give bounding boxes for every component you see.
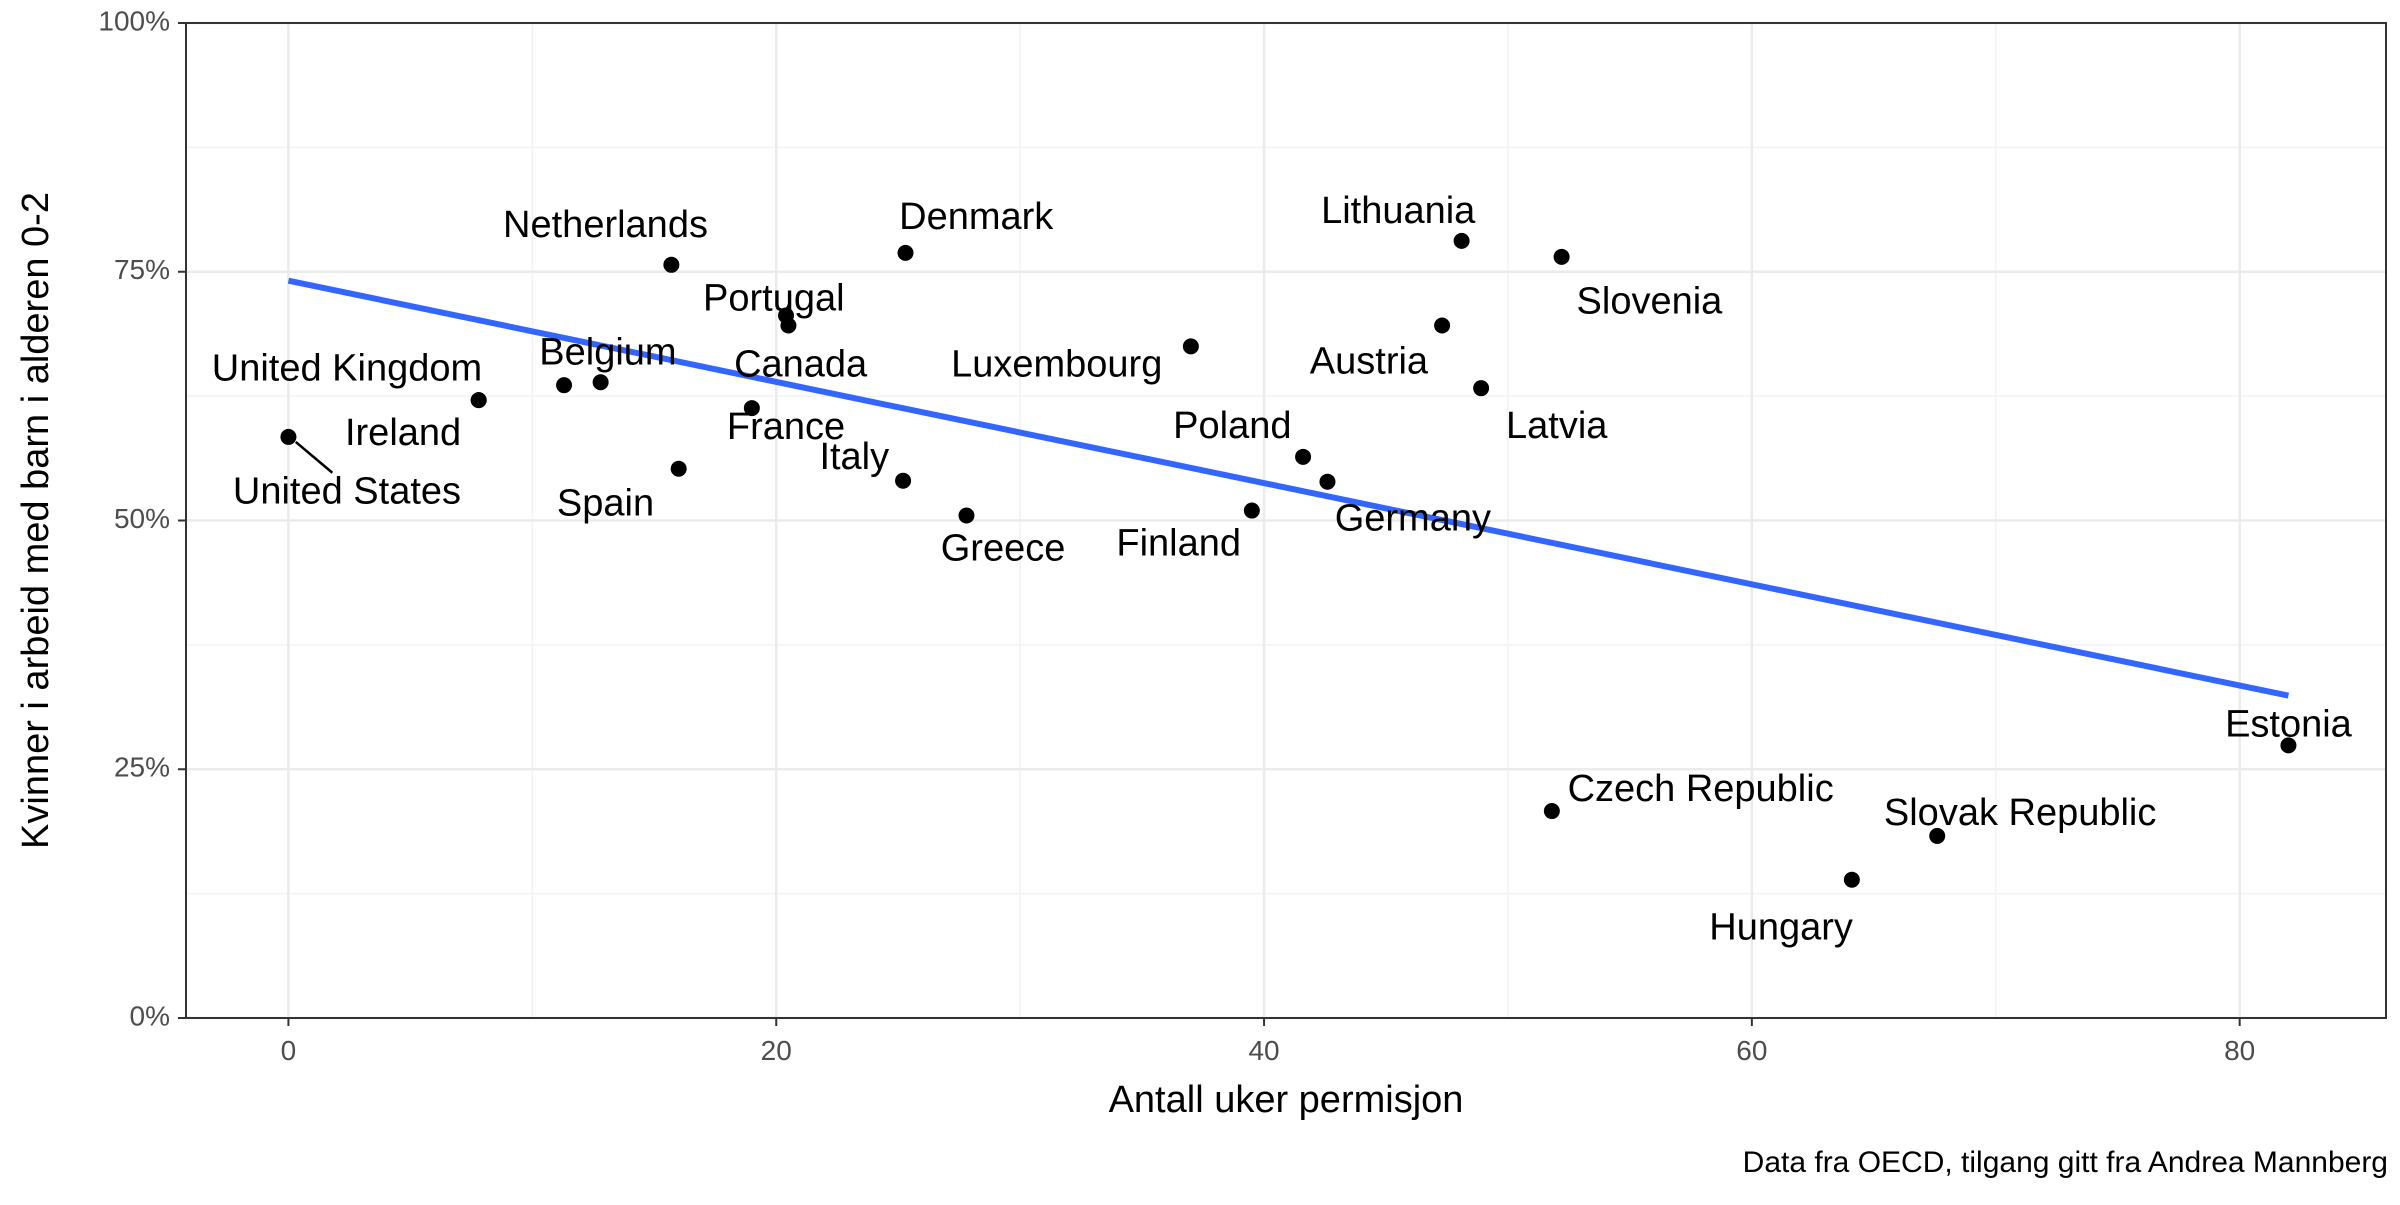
chart-caption: Data fra OECD, tilgang gitt fra Andrea M… <box>1743 1146 2388 1179</box>
data-points <box>280 232 2297 888</box>
point-label: Czech Republic <box>1568 768 1834 810</box>
point-labels: United States Ireland United Kingdom Belgiu… <box>212 190 2353 948</box>
point-label: Latvia <box>1506 405 1608 447</box>
data-point <box>1295 448 1312 465</box>
point-label: Ireland <box>345 412 461 454</box>
point-label: United Kingdom <box>212 347 482 389</box>
data-point <box>280 428 297 445</box>
point-label: Portugal <box>703 278 845 320</box>
trend-line-group <box>287 277 2290 699</box>
y-tick-label: 75% <box>114 254 170 285</box>
x-tick-label: 40 <box>1248 1035 1279 1066</box>
data-point <box>780 317 797 334</box>
data-point <box>897 244 914 261</box>
point-label: Netherlands <box>503 204 708 246</box>
data-point <box>1929 827 1946 844</box>
point-label: Poland <box>1173 405 1291 447</box>
data-point <box>592 374 609 391</box>
point-label: Slovenia <box>1577 281 1724 323</box>
data-point <box>1843 871 1860 888</box>
data-point <box>958 507 975 524</box>
data-point <box>1243 502 1260 519</box>
point-label: France <box>727 406 845 448</box>
point-label: Hungary <box>1709 906 1853 948</box>
point-label: Spain <box>557 483 654 525</box>
data-point <box>1182 338 1199 355</box>
point-label: Finland <box>1116 522 1241 564</box>
point-label: Slovak Republic <box>1884 792 2156 834</box>
y-axis-title: Kvinner i arbeid med barn i alderen 0-2 <box>15 192 57 849</box>
data-point <box>1319 473 1336 490</box>
point-label: Belgium <box>539 331 676 373</box>
data-point <box>2280 737 2297 754</box>
data-point <box>895 472 912 489</box>
data-point <box>670 460 687 477</box>
data-point <box>1434 317 1451 334</box>
point-label: Lithuania <box>1321 190 1476 232</box>
point-label: Canada <box>734 343 868 385</box>
x-axis-ticks: 0 20 40 60 80 <box>281 1018 2255 1066</box>
data-point <box>470 392 487 409</box>
x-tick-label: 0 <box>281 1035 297 1066</box>
label-leader-line <box>294 440 334 474</box>
y-tick-label: 50% <box>114 503 170 534</box>
data-point <box>1553 248 1570 265</box>
point-label: Italy <box>819 436 889 478</box>
regression-line <box>287 277 2290 699</box>
x-axis-title: Antall uker permisjon <box>1109 1079 1464 1121</box>
point-label: United States <box>233 471 461 513</box>
point-label: Estonia <box>2225 703 2353 745</box>
point-label: Greece <box>941 527 1066 569</box>
point-label: Germany <box>1335 498 1491 540</box>
data-point <box>1473 380 1490 397</box>
y-tick-label: 100% <box>98 5 170 36</box>
y-tick-label: 25% <box>114 752 170 783</box>
leader-lines <box>294 440 334 474</box>
x-tick-label: 60 <box>1736 1035 1767 1066</box>
data-point <box>1543 803 1560 820</box>
y-axis-ticks: 0% 25% 50% 75% 100% <box>98 5 186 1031</box>
x-tick-label: 20 <box>761 1035 792 1066</box>
data-point <box>556 377 573 394</box>
data-point <box>1453 232 1470 249</box>
point-label: Luxembourg <box>951 343 1162 385</box>
data-point <box>743 400 760 417</box>
y-tick-label: 0% <box>130 1000 170 1031</box>
x-tick-label: 80 <box>2224 1035 2255 1066</box>
point-label: Austria <box>1310 340 1429 382</box>
data-point <box>663 256 680 273</box>
minor-gridlines <box>186 23 2386 1018</box>
point-label: Denmark <box>899 196 1054 238</box>
